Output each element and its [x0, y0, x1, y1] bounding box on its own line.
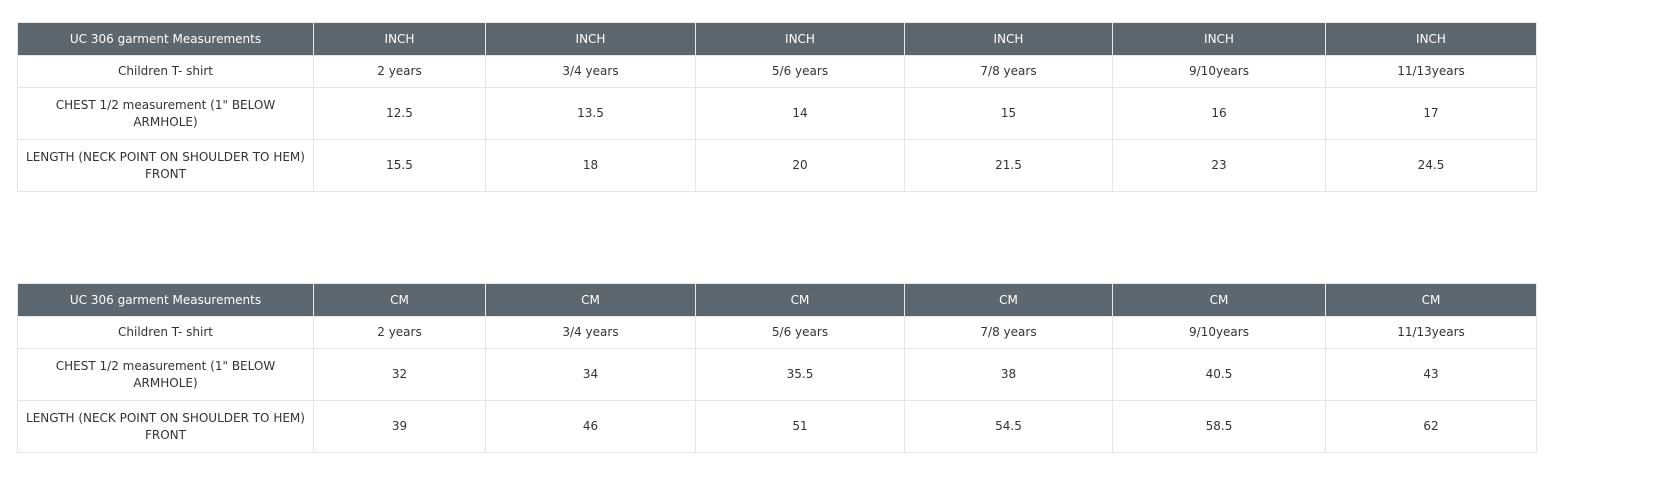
table-row: Children T- shirt 2 years 3/4 years 5/6 yea… — [17, 316, 1537, 349]
table-cell: 46 — [485, 400, 696, 453]
row-label: CHEST 1/2 measurement (1" BELOW ARMHOLE) — [17, 348, 314, 401]
table-cell: 9/10years — [1112, 55, 1326, 88]
row-label: Children T- shirt — [17, 55, 314, 88]
header-row: UC 306 garment Measurements INCH INCH INCH I… — [17, 22, 1537, 56]
table-cell: 11/13years — [1325, 316, 1537, 349]
table-cell: 23 — [1112, 139, 1326, 192]
row-label: Children T- shirt — [17, 316, 314, 349]
column-header: CM — [904, 283, 1113, 317]
table-cell: 13.5 — [485, 87, 696, 140]
table-cell: 5/6 years — [695, 55, 905, 88]
table-cell: 18 — [485, 139, 696, 192]
table-cell: 20 — [695, 139, 905, 192]
column-header: UC 306 garment Measurements — [17, 22, 314, 56]
table-cell: 54.5 — [904, 400, 1113, 453]
table-cell: 2 years — [313, 316, 486, 349]
table-cell: 24.5 — [1325, 139, 1537, 192]
table-row: LENGTH (NECK POINT ON SHOULDER TO HEM) F… — [17, 400, 1537, 453]
table-cell: 2 years — [313, 55, 486, 88]
column-header: UC 306 garment Measurements — [17, 283, 314, 317]
column-header: CM — [1112, 283, 1326, 317]
table-cell: 17 — [1325, 87, 1537, 140]
table-cell: 15 — [904, 87, 1113, 140]
table-cell: 35.5 — [695, 348, 905, 401]
table-cell: 58.5 — [1112, 400, 1326, 453]
column-header: CM — [485, 283, 696, 317]
cm-measurements-table: UC 306 garment Measurements CM CM CM CM CM CM C… — [17, 283, 1537, 453]
inch-measurements-table: UC 306 garment Measurements INCH INCH INCH I… — [17, 22, 1537, 192]
row-label: CHEST 1/2 measurement (1" BELOW ARMHOLE) — [17, 87, 314, 140]
table-cell: 14 — [695, 87, 905, 140]
table-row: CHEST 1/2 measurement (1" BELOW ARMHOLE)… — [17, 87, 1537, 140]
table-cell: 43 — [1325, 348, 1537, 401]
table-cell: 15.5 — [313, 139, 486, 192]
table-cell: 21.5 — [904, 139, 1113, 192]
column-header: INCH — [313, 22, 486, 56]
column-header: INCH — [1325, 22, 1537, 56]
table-cell: 62 — [1325, 400, 1537, 453]
table-cell: 16 — [1112, 87, 1326, 140]
table-cell: 34 — [485, 348, 696, 401]
table-cell: 7/8 years — [904, 55, 1113, 88]
table-row: CHEST 1/2 measurement (1" BELOW ARMHOLE)… — [17, 348, 1537, 401]
column-header: INCH — [485, 22, 696, 56]
table-cell: 11/13years — [1325, 55, 1537, 88]
row-label: LENGTH (NECK POINT ON SHOULDER TO HEM) F… — [17, 400, 314, 453]
column-header: INCH — [1112, 22, 1326, 56]
table-cell: 51 — [695, 400, 905, 453]
table-cell: 38 — [904, 348, 1113, 401]
column-header: CM — [695, 283, 905, 317]
column-header: INCH — [904, 22, 1113, 56]
table-cell: 32 — [313, 348, 486, 401]
table-cell: 40.5 — [1112, 348, 1326, 401]
column-header: CM — [313, 283, 486, 317]
table-cell: 7/8 years — [904, 316, 1113, 349]
column-header: INCH — [695, 22, 905, 56]
table-row: Children T- shirt 2 years 3/4 years 5/6 yea… — [17, 55, 1537, 88]
table-cell: 3/4 years — [485, 316, 696, 349]
table-cell: 39 — [313, 400, 486, 453]
table-cell: 9/10years — [1112, 316, 1326, 349]
table-cell: 5/6 years — [695, 316, 905, 349]
row-label: LENGTH (NECK POINT ON SHOULDER TO HEM) F… — [17, 139, 314, 192]
table-cell: 3/4 years — [485, 55, 696, 88]
column-header: CM — [1325, 283, 1537, 317]
header-row: UC 306 garment Measurements CM CM CM CM CM CM — [17, 283, 1537, 317]
table-cell: 12.5 — [313, 87, 486, 140]
table-row: LENGTH (NECK POINT ON SHOULDER TO HEM) F… — [17, 139, 1537, 192]
